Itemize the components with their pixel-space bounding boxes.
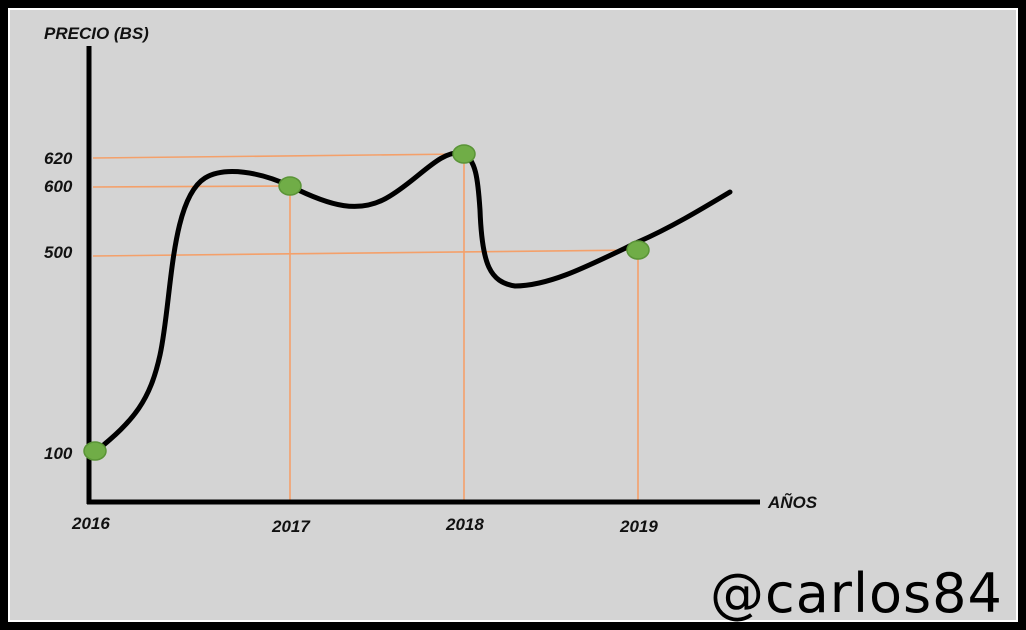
- guide-lines: [92, 153, 639, 500]
- chart-panel: PRECIO (BS) AÑOS 100 500 600 620 2016 2017 20…: [8, 8, 1018, 625]
- guide-horizontal-600: [92, 185, 291, 188]
- y-tick-600: 600: [44, 177, 73, 196]
- y-tick-620: 620: [44, 149, 73, 168]
- price-curve: [92, 150, 733, 455]
- x-axis-title: AÑOS: [767, 492, 818, 512]
- data-point-2019: [626, 240, 650, 260]
- y-tick-labels: 100 500 600 620: [44, 149, 73, 463]
- x-tick-2019: 2019: [619, 517, 658, 536]
- y-axis-title: PRECIO (BS): [44, 24, 149, 43]
- guide-horizontal-500: [92, 249, 639, 257]
- x-tick-2017: 2017: [271, 517, 311, 536]
- y-tick-500: 500: [44, 243, 73, 262]
- watermark-text: @carlos84: [710, 562, 1003, 625]
- guide-horizontal-620: [92, 153, 465, 159]
- data-point-2017: [278, 176, 302, 196]
- x-tick-2018: 2018: [445, 515, 484, 534]
- x-tick-2016: 2016: [71, 514, 110, 533]
- y-tick-100: 100: [44, 444, 73, 463]
- data-markers: [83, 144, 650, 461]
- data-point-2016: [83, 441, 107, 461]
- x-tick-labels: 2016 2017 2018 2019: [71, 514, 658, 536]
- data-point-2018: [452, 144, 476, 164]
